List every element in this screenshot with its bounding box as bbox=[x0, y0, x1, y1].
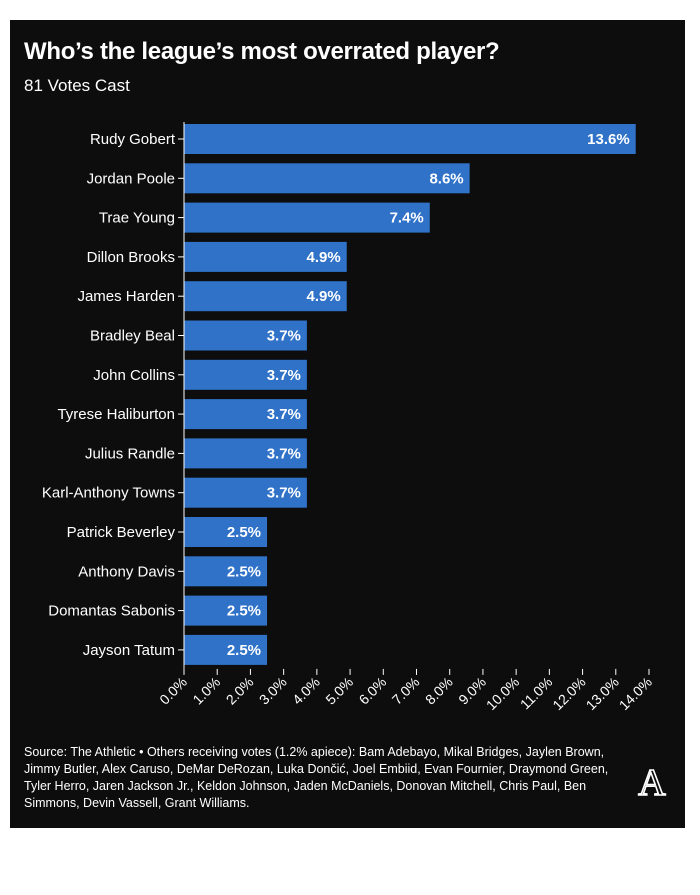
value-label: 3.7% bbox=[267, 445, 301, 462]
bar-chart: Rudy Gobert 13.6% Jordan Poole 8.6% Trae You… bbox=[42, 122, 655, 713]
x-tick-label: 8.0% bbox=[422, 674, 456, 708]
category-label: Julius Randle bbox=[85, 445, 175, 462]
category-label: Jayson Tatum bbox=[83, 642, 175, 659]
category-label: Trae Young bbox=[99, 210, 175, 227]
athletic-a-logo-icon: A bbox=[637, 762, 667, 802]
bar bbox=[184, 438, 307, 469]
value-label: 2.5% bbox=[227, 524, 261, 541]
category-label: Domantas Sabonis bbox=[48, 603, 175, 620]
category-label: Rudy Gobert bbox=[90, 131, 176, 148]
x-tick-label: 5.0% bbox=[322, 674, 356, 708]
value-label: 3.7% bbox=[267, 367, 301, 384]
x-tick-label: 11.0% bbox=[517, 674, 556, 713]
value-label: 4.9% bbox=[307, 249, 341, 266]
x-tick-label: 4.0% bbox=[289, 674, 323, 708]
category-label: James Harden bbox=[77, 288, 175, 305]
category-label: Bradley Beal bbox=[90, 328, 175, 345]
bar bbox=[184, 124, 636, 154]
value-label: 2.5% bbox=[227, 642, 261, 659]
category-label: Dillon Brooks bbox=[87, 249, 175, 266]
category-label: Patrick Beverley bbox=[67, 524, 176, 541]
category-label: John Collins bbox=[93, 367, 175, 384]
chart-title: Who’s the league’s most overrated player… bbox=[24, 38, 500, 65]
x-tick-label: 6.0% bbox=[356, 674, 390, 708]
x-tick-label: 13.0% bbox=[583, 674, 622, 713]
value-label: 3.7% bbox=[267, 406, 301, 423]
x-tick-label: 2.0% bbox=[223, 674, 257, 708]
x-tick-label: 14.0% bbox=[616, 674, 655, 713]
category-label: Anthony Davis bbox=[78, 563, 175, 580]
value-label: 2.5% bbox=[227, 603, 261, 620]
category-label: Karl-Anthony Towns bbox=[42, 485, 175, 502]
bar bbox=[184, 634, 268, 665]
value-label: 3.7% bbox=[267, 328, 301, 345]
category-label: Jordan Poole bbox=[87, 170, 175, 187]
bar bbox=[184, 241, 347, 272]
bar bbox=[184, 320, 307, 351]
bar bbox=[184, 517, 268, 547]
chart-panel: Who’s the league’s most overrated player… bbox=[10, 20, 685, 828]
bar bbox=[184, 556, 268, 587]
value-label: 13.6% bbox=[587, 131, 630, 148]
value-label: 2.5% bbox=[227, 563, 261, 580]
x-tick-label: 7.0% bbox=[389, 674, 423, 708]
bar bbox=[184, 359, 307, 390]
logo-letter: A bbox=[638, 762, 666, 802]
bar bbox=[184, 281, 347, 312]
bar bbox=[184, 399, 307, 430]
category-label: Tyrese Haliburton bbox=[57, 406, 175, 423]
value-label: 8.6% bbox=[429, 170, 463, 187]
chart-subtitle: 81 Votes Cast bbox=[24, 76, 130, 95]
value-label: 3.7% bbox=[267, 485, 301, 502]
value-label: 4.9% bbox=[307, 288, 341, 305]
x-tick-label: 10.0% bbox=[483, 674, 522, 713]
x-tick-label: 1.0% bbox=[189, 674, 223, 708]
x-tick-label: 12.0% bbox=[549, 674, 588, 713]
bar bbox=[184, 595, 268, 626]
x-tick-label: 3.0% bbox=[256, 674, 290, 708]
bar bbox=[184, 477, 307, 508]
bar bbox=[184, 163, 470, 194]
x-tick-label: 0.0% bbox=[156, 674, 190, 708]
source-note: Source: The Athletic • Others receiving … bbox=[24, 745, 609, 810]
value-label: 7.4% bbox=[390, 210, 424, 227]
bar bbox=[184, 202, 430, 233]
